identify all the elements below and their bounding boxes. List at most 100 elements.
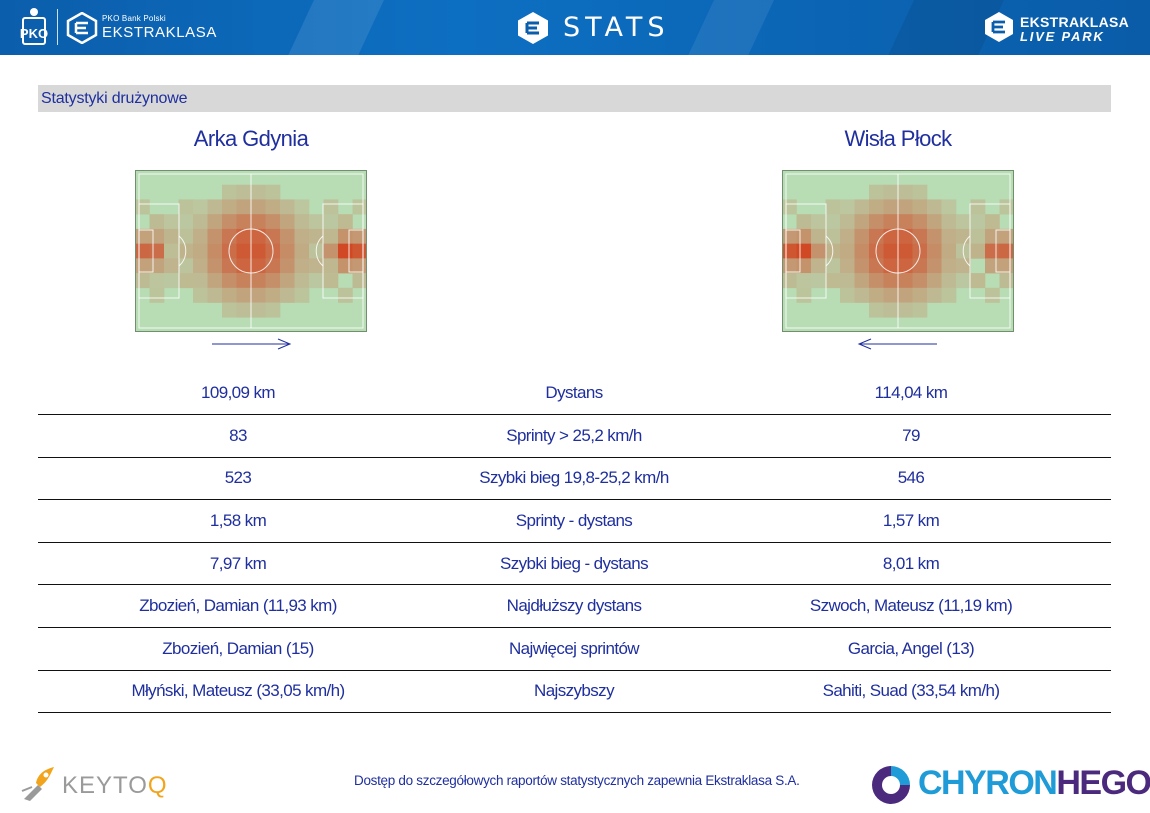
heat-cell — [251, 184, 266, 200]
stats-table: 109,09 km Dystans 114,04 km 83 Sprinty >… — [38, 372, 1111, 714]
heat-cell — [280, 287, 295, 303]
heat-cell — [854, 199, 870, 215]
heat-cell — [869, 199, 884, 215]
pitch-border — [135, 170, 367, 332]
heat-cell — [207, 258, 223, 274]
livepark-label-top: EKSTRAKLASA — [1020, 14, 1130, 30]
heat-cell — [280, 258, 295, 274]
heat-cell — [251, 258, 266, 274]
heat-cell — [912, 302, 928, 318]
heat-cell — [193, 258, 208, 274]
heat-cell — [869, 258, 884, 274]
heat-cell — [912, 273, 928, 289]
heat-cell — [956, 258, 971, 274]
chyronhego-wordmark: CHYRONHEGO — [918, 764, 1150, 803]
section-title: Statystyki drużynowe — [41, 90, 188, 107]
heat-cell — [193, 214, 208, 230]
heat-cell — [265, 228, 281, 244]
heat-cell — [811, 258, 826, 274]
heat-cell — [352, 258, 367, 274]
heat-cell — [970, 199, 986, 215]
heat-cell — [898, 228, 913, 244]
heat-cell — [280, 243, 295, 259]
heat-cell — [898, 273, 913, 289]
heat-cell — [309, 228, 324, 244]
heat-cell — [970, 214, 986, 230]
heat-cell — [323, 228, 339, 244]
heat-cell — [265, 258, 281, 274]
footer-note: Dostęp do szczegółowych raportów statyst… — [354, 773, 800, 788]
heat-cell — [956, 228, 971, 244]
stat-label: Dystans — [545, 383, 603, 402]
heat-cell — [149, 287, 165, 303]
heat-cell — [280, 214, 295, 230]
heat-cell — [135, 273, 150, 289]
heat-cell — [149, 243, 165, 259]
heat-cell — [280, 228, 295, 244]
chyronhego-logo-icon — [872, 766, 910, 804]
heat-cell — [782, 228, 797, 244]
heat-cell — [840, 273, 855, 289]
heat-cell — [207, 199, 223, 215]
livepark-label-bottom: LIVE PARK — [1020, 29, 1105, 44]
heat-cell — [251, 273, 266, 289]
stat-row: Młyński, Mateusz (33,05 km/h) Najszybszy… — [38, 671, 1111, 714]
heat-cell — [796, 243, 812, 259]
stat-row: 1,58 km Sprinty - dystans 1,57 km — [38, 500, 1111, 543]
stat-row: 109,09 km Dystans 114,04 km — [38, 372, 1111, 415]
heat-cell — [927, 287, 942, 303]
heat-cell — [782, 199, 797, 215]
heat-cell — [782, 243, 797, 259]
heat-cell — [222, 228, 237, 244]
heat-cell — [985, 287, 1000, 303]
heat-cell — [222, 287, 237, 303]
heat-cell — [883, 243, 899, 259]
heat-cell — [135, 258, 150, 274]
away-stat-value: 79 — [902, 425, 920, 445]
heat-cell — [222, 258, 237, 274]
stat-row: 7,97 km Szybki bieg - dystans 8,01 km — [38, 543, 1111, 586]
away-stat-value: 1,57 km — [882, 510, 940, 530]
heat-cell — [251, 243, 266, 259]
heat-cell — [338, 243, 353, 259]
heat-cell — [970, 228, 986, 244]
heat-cell — [927, 214, 942, 230]
stat-row: 523 Szybki bieg 19,8-25,2 km/h 546 — [38, 458, 1111, 501]
heat-cell — [854, 258, 870, 274]
heat-cell — [164, 243, 179, 259]
heat-cell — [265, 184, 281, 200]
heat-cell — [825, 199, 841, 215]
stat-label: Sprinty - dystans — [515, 510, 633, 530]
heat-cell — [811, 273, 826, 289]
heat-cell — [985, 228, 1000, 244]
heat-cell — [898, 214, 913, 230]
attack-direction-right-arrow-icon — [212, 338, 292, 350]
heat-cell — [825, 273, 841, 289]
heat-cell — [869, 302, 884, 318]
home-stat-value: 1,58 km — [209, 510, 267, 530]
heat-cell — [825, 258, 841, 274]
header-banner: PKO PKO Bank Polski EKSTRAKLASA STATS EK… — [0, 0, 1150, 55]
stat-row: Zbozień, Damian (11,93 km) Najdłuższy dy… — [38, 585, 1111, 628]
home-stat-value: Zbozień, Damian (15) — [162, 638, 314, 658]
heat-cell — [265, 199, 281, 215]
keytoq-wordmark-q: Q — [147, 772, 168, 799]
heat-cell — [265, 273, 281, 289]
heat-cell — [149, 214, 165, 230]
heat-cell — [236, 214, 252, 230]
stat-row: Zbozień, Damian (15) Najwięcej sprintów … — [38, 628, 1111, 671]
heat-cell — [985, 243, 1000, 259]
heat-cell — [970, 243, 986, 259]
chyronhego-wordmark-part2: HEGO — [1056, 764, 1150, 802]
heat-cell — [985, 258, 1000, 274]
attack-direction-left-arrow-icon — [857, 338, 937, 350]
heat-cell — [898, 302, 913, 318]
heat-cell — [309, 273, 324, 289]
heat-cell — [164, 228, 179, 244]
heat-cell — [912, 228, 928, 244]
heat-cell — [883, 273, 899, 289]
keytoq-logo-icon — [21, 767, 54, 801]
heat-cell — [883, 184, 899, 200]
heat-cell — [912, 184, 928, 200]
heat-cell — [796, 228, 812, 244]
